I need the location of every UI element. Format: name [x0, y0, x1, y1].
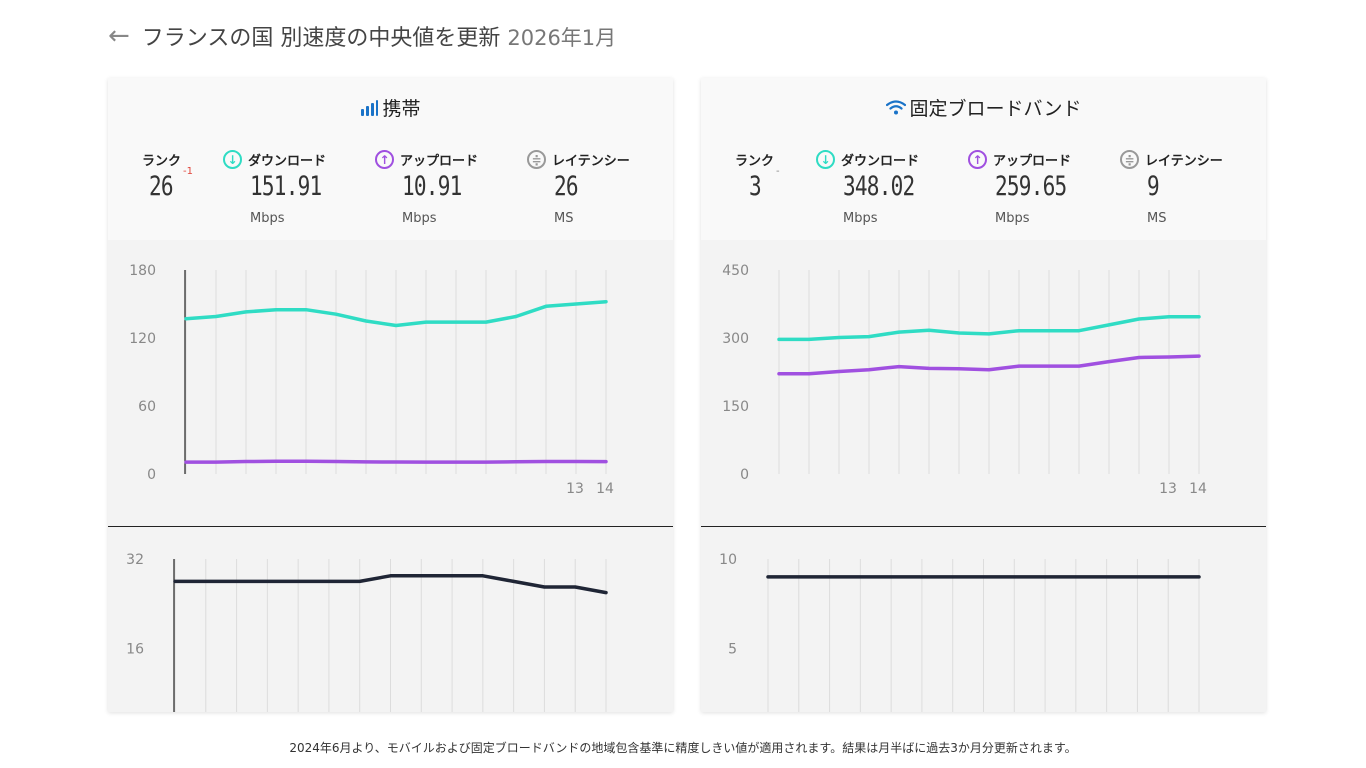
- mobile-latency-chart: 0163201 / 202501 / 20261314: [126, 552, 608, 712]
- fixed-upload-unit: Mbps: [995, 211, 1030, 226]
- fixed-latency-chart: 051001 / 202501 / 20261314: [719, 552, 1201, 712]
- mobile-title-text: 携帯: [382, 98, 421, 120]
- x-tick-label: 13: [566, 481, 584, 497]
- fixed-upload-label: ↑ アップロード: [968, 150, 1071, 169]
- mobile-summary: 携帯 ランク 26 -1 ↓ ダウンロード 151.91 Mbps ↑ アップロ…: [108, 78, 673, 240]
- mobile-chart-divider: [108, 526, 673, 527]
- series-line-0: [173, 574, 608, 595]
- mobile-upload-value: 10.91: [402, 171, 462, 202]
- fixed-download-label: ↓ ダウンロード: [816, 150, 919, 169]
- y-tick-label: 450: [722, 263, 749, 279]
- mobile-latency-value: 26: [554, 171, 579, 202]
- latency-icon: ≑: [1120, 150, 1139, 169]
- upload-arrow-icon: ↑: [375, 150, 394, 169]
- fixed-upload-value: 259.65: [995, 171, 1067, 202]
- fixed-latency-label: ≑ レイテンシー: [1120, 150, 1223, 169]
- y-tick-label: 150: [722, 399, 749, 415]
- fixed-card-title: 固定ブロードバンド: [701, 94, 1266, 121]
- fixed-speed-chart: 0 150 300 450 13 14: [722, 263, 1207, 497]
- download-label-text: ダウンロード: [841, 154, 920, 169]
- mobile-speed-chart: 0 60 120 180 13 14: [129, 263, 614, 497]
- mobile-upload-unit: Mbps: [402, 211, 437, 226]
- mobile-latency-unit: MS: [554, 211, 574, 226]
- mobile-rank-label: ランク: [142, 150, 181, 169]
- mobile-download-unit: Mbps: [250, 211, 285, 226]
- page-title-date: 2026年1月: [507, 26, 617, 50]
- mobile-rank-value: 26: [149, 171, 174, 202]
- mobile-download-label: ↓ ダウンロード: [223, 150, 326, 169]
- series-line-1: [777, 354, 1201, 376]
- signal-bars-icon: [361, 99, 379, 116]
- latency-icon: ≑: [527, 150, 546, 169]
- fixed-download-unit: Mbps: [843, 211, 878, 226]
- y-tick-label: 0: [147, 467, 156, 483]
- fixed-rank-label: ランク: [735, 150, 774, 169]
- upload-label-text: アップロード: [400, 154, 479, 169]
- mobile-card: 携帯 ランク 26 -1 ↓ ダウンロード 151.91 Mbps ↑ アップロ…: [108, 78, 673, 712]
- rank-label-text: ランク: [142, 154, 182, 169]
- mobile-download-value: 151.91: [250, 171, 322, 202]
- mobile-latency-label: ≑ レイテンシー: [527, 150, 630, 169]
- y-tick-label: 300: [722, 331, 749, 347]
- page-title-text: フランスの国 別速度の中央値を更新: [141, 26, 501, 51]
- download-arrow-icon: ↓: [816, 150, 835, 169]
- download-arrow-icon: ↓: [223, 150, 242, 169]
- fixed-summary: 固定ブロードバンド ランク 3 - ↓ ダウンロード 348.02 Mbps ↑…: [701, 78, 1266, 240]
- y-tick-label: 180: [129, 263, 156, 279]
- y-tick-label: 10: [719, 552, 737, 568]
- x-tick-label: 14: [596, 481, 614, 497]
- y-tick-label: 5: [728, 642, 737, 658]
- y-tick-label: 32: [126, 552, 144, 568]
- back-arrow-icon[interactable]: ←: [108, 21, 130, 51]
- mobile-upload-label: ↑ アップロード: [375, 150, 478, 169]
- mobile-card-title: 携帯: [108, 94, 673, 121]
- fixed-chart-divider: [701, 526, 1266, 527]
- mobile-rank-change: -1: [183, 166, 193, 177]
- series-line-1: [184, 459, 608, 464]
- upload-label-text: アップロード: [993, 154, 1072, 169]
- fixed-download-value: 348.02: [843, 171, 915, 202]
- fixed-latency-unit: MS: [1147, 211, 1167, 226]
- rank-label-text: ランク: [735, 154, 775, 169]
- x-tick-label: 14: [1189, 481, 1207, 497]
- fixed-title-text: 固定ブロードバンド: [909, 98, 1082, 120]
- x-tick-label: 13: [1159, 481, 1177, 497]
- page-header: ← フランスの国 別速度の中央値を更新 2026年1月: [108, 18, 616, 54]
- fixed-latency-value: 9: [1147, 171, 1160, 202]
- fixed-rank-change: -: [776, 166, 780, 177]
- footer-note: 2024年6月より、モバイルおよび固定ブロードバンドの地域包含基準に精度しきい値…: [289, 741, 1077, 755]
- upload-arrow-icon: ↑: [968, 150, 987, 169]
- series-line-0: [184, 299, 608, 328]
- latency-label-text: レイテンシー: [552, 154, 630, 169]
- y-tick-label: 16: [126, 642, 144, 658]
- series-line-0: [777, 314, 1201, 342]
- wifi-icon: [885, 99, 906, 114]
- fixed-rank-value: 3: [749, 171, 762, 202]
- fixed-card: 固定ブロードバンド ランク 3 - ↓ ダウンロード 348.02 Mbps ↑…: [701, 78, 1266, 712]
- y-tick-label: 120: [129, 331, 156, 347]
- y-tick-label: 0: [740, 467, 749, 483]
- download-label-text: ダウンロード: [248, 154, 327, 169]
- page-title: フランスの国 別速度の中央値を更新 2026年1月: [142, 20, 616, 52]
- latency-label-text: レイテンシー: [1145, 154, 1223, 169]
- y-tick-label: 60: [138, 399, 156, 415]
